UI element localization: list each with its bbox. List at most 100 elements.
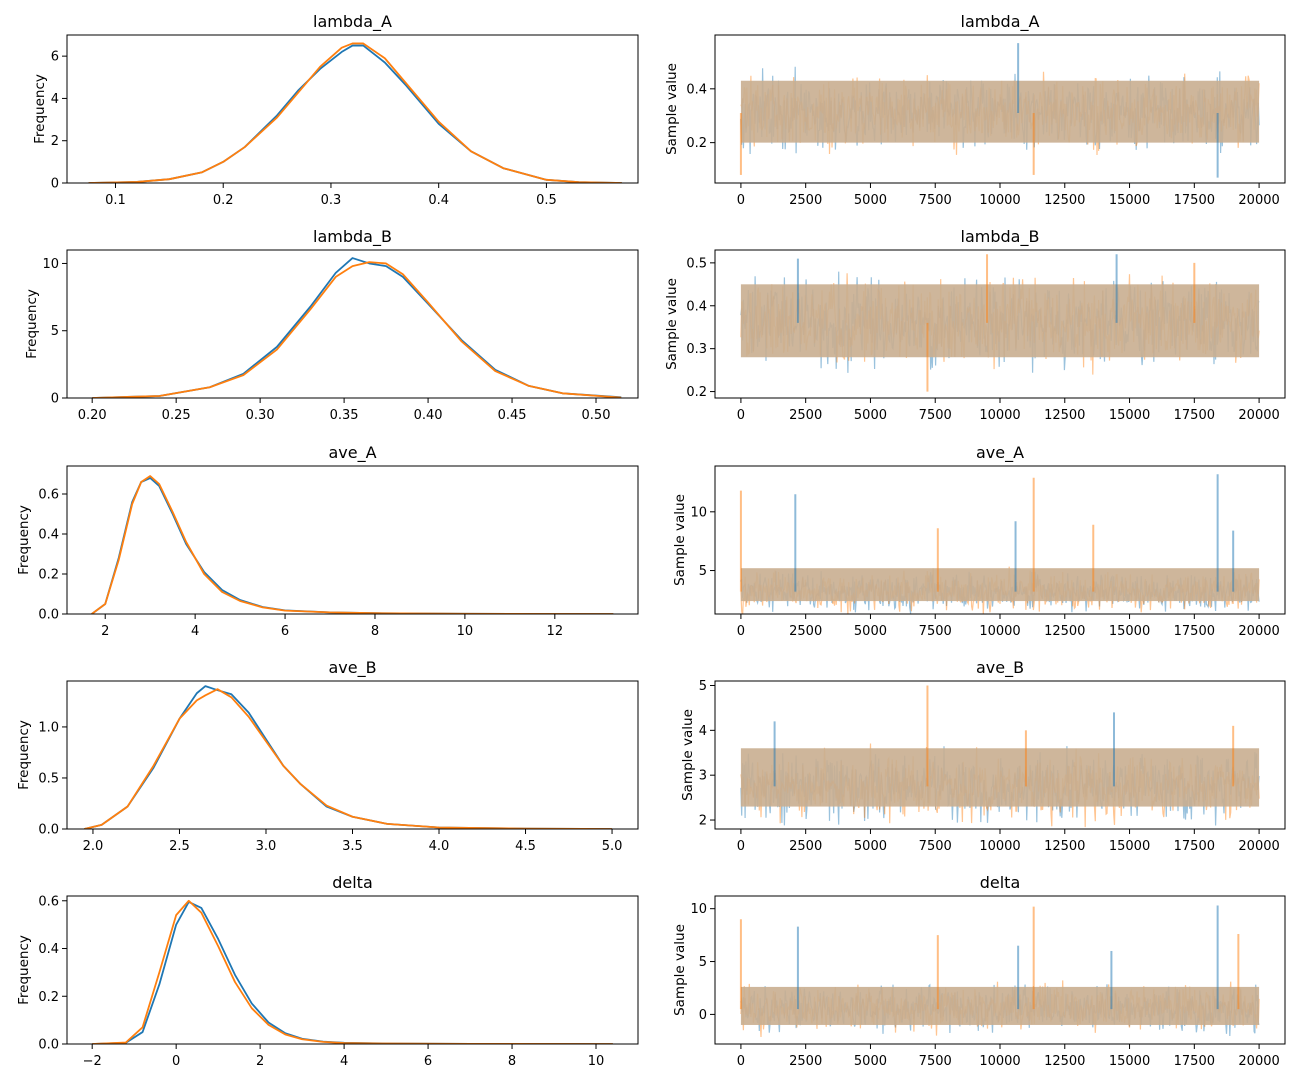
y-tick-label: 0.4: [686, 299, 707, 314]
axes-frame: [66, 249, 639, 399]
y-axis-label: Frequency: [16, 720, 32, 790]
subplot-lambda-A-trace: 0 2500 5000 7500 10000 12500 15000 17500 20000 0.…: [664, 12, 1286, 208]
kde-line-chain-1: [84, 685, 613, 829]
subplot-title: delta: [332, 873, 373, 892]
subplot-ave-B-kde: 2.0 2.5 3.0 3.5 4.0 4.5 5.0 0.0 0.5 1.0 ave_B Frequ…: [16, 658, 639, 854]
y-tick-label: 4: [699, 724, 707, 739]
x-tick-label: 12500: [1044, 624, 1085, 639]
y-tick-label: 0.2: [686, 385, 707, 400]
subplot-lambda-B-trace: 0 2500 5000 7500 10000 12500 15000 17500 20000 0.…: [664, 227, 1286, 423]
x-tick-label: 0.4: [428, 193, 449, 208]
y-tick-label: 6: [51, 50, 59, 65]
axes-frame: [66, 680, 639, 830]
x-tick-label: 2: [256, 1054, 264, 1069]
plot-area: [739, 474, 1260, 614]
x-tick-label: 12500: [1044, 408, 1085, 423]
axes-frame: [66, 895, 639, 1045]
axes-frame: [66, 465, 639, 615]
kde-line-chain-2: [88, 42, 622, 183]
subplot-lambda-A-kde: 0.1 0.2 0.3 0.4 0.5 0 2 4 6 lambda_A Frequency: [32, 12, 639, 208]
x-tick-label: 20000: [1238, 839, 1279, 854]
y-tick-label: 5: [699, 679, 707, 694]
y-tick-label: 0.6: [38, 894, 59, 909]
x-tick-label: 5000: [854, 839, 887, 854]
x-tick-label: 17500: [1174, 1054, 1215, 1069]
x-tick-label: 7500: [919, 624, 952, 639]
plot-area: [740, 254, 1260, 392]
x-tick-label: 10000: [979, 624, 1020, 639]
y-tick-label: 0.4: [38, 528, 59, 543]
x-tick-label: 0.20: [78, 408, 107, 423]
trace-dense-band: [740, 284, 1260, 358]
subplot-title: ave_A: [328, 443, 376, 463]
y-tick-label: 3: [699, 769, 707, 784]
kde-line-chain-1: [92, 901, 613, 1044]
x-tick-label: 0.5: [536, 193, 557, 208]
kde-line-chain-2: [91, 475, 614, 614]
subplot-title: delta: [980, 873, 1021, 892]
x-tick-label: 17500: [1174, 193, 1215, 208]
x-tick-label: 10000: [979, 408, 1020, 423]
trace-dense-band: [740, 80, 1260, 143]
x-tick-label: 17500: [1174, 839, 1215, 854]
x-tick-label: 2: [101, 624, 109, 639]
kde-line-chain-1: [88, 44, 622, 183]
x-tick-label: 2500: [789, 193, 822, 208]
y-axis-label: Frequency: [16, 935, 32, 1005]
x-tick-label: 4: [340, 1054, 348, 1069]
subplot-title: lambda_A: [313, 12, 392, 32]
x-tick-label: 0: [172, 1054, 180, 1069]
x-tick-label: 20000: [1238, 1054, 1279, 1069]
plot-area: [88, 42, 622, 183]
x-tick-label: 0.25: [162, 408, 191, 423]
x-tick-label: 2.5: [169, 839, 190, 854]
x-tick-label: 2500: [789, 839, 822, 854]
plot-area: [92, 257, 622, 398]
x-tick-label: 2.0: [83, 839, 104, 854]
x-tick-label: 3.5: [342, 839, 363, 854]
plot-area: [91, 475, 614, 614]
y-tick-label: 10: [42, 257, 59, 272]
x-tick-label: 10: [588, 1054, 605, 1069]
x-tick-label: 0.30: [246, 408, 275, 423]
y-tick-label: 10: [690, 902, 707, 917]
y-tick-label: 2: [51, 134, 59, 149]
y-tick-label: 0.2: [38, 568, 59, 583]
subplot-lambda-B-kde: 0.20 0.25 0.30 0.35 0.40 0.45 0.50 0 5 10 lambda_B…: [24, 227, 639, 423]
x-tick-label: 20000: [1238, 624, 1279, 639]
x-tick-label: −2: [83, 1054, 102, 1069]
x-tick-label: 15000: [1109, 839, 1150, 854]
x-tick-label: 0: [737, 624, 745, 639]
x-tick-label: 3.0: [256, 839, 277, 854]
x-tick-label: 7500: [919, 408, 952, 423]
y-tick-label: 0.4: [686, 82, 707, 97]
x-tick-label: 8: [371, 624, 379, 639]
x-tick-label: 15000: [1109, 1054, 1150, 1069]
y-tick-label: 0.5: [686, 256, 707, 271]
x-tick-label: 0.1: [105, 193, 126, 208]
subplot-title: lambda_B: [961, 227, 1040, 247]
x-tick-label: 5000: [854, 193, 887, 208]
x-tick-label: 0.50: [582, 408, 611, 423]
x-tick-label: 0: [737, 193, 745, 208]
x-tick-label: 10: [457, 624, 474, 639]
y-tick-label: 0.4: [38, 942, 59, 957]
kde-line-chain-2: [84, 688, 613, 829]
y-tick-label: 0.0: [38, 608, 59, 623]
y-axis-label: Sample value: [672, 924, 688, 1016]
x-tick-label: 20000: [1238, 193, 1279, 208]
x-tick-label: 4.0: [429, 839, 450, 854]
trace-dense-band: [740, 986, 1260, 1025]
x-tick-label: 20000: [1238, 408, 1279, 423]
x-tick-label: 7500: [919, 1054, 952, 1069]
y-axis-label: Frequency: [16, 505, 32, 575]
x-tick-label: 0: [737, 1054, 745, 1069]
x-tick-label: 2500: [789, 1054, 822, 1069]
x-tick-label: 0.45: [498, 408, 527, 423]
y-tick-label: 0.0: [38, 1038, 59, 1053]
y-tick-label: 0.2: [686, 136, 707, 151]
trace-dense-band: [740, 568, 1260, 602]
subplot-title: ave_B: [976, 658, 1024, 678]
x-tick-label: 12500: [1044, 193, 1085, 208]
